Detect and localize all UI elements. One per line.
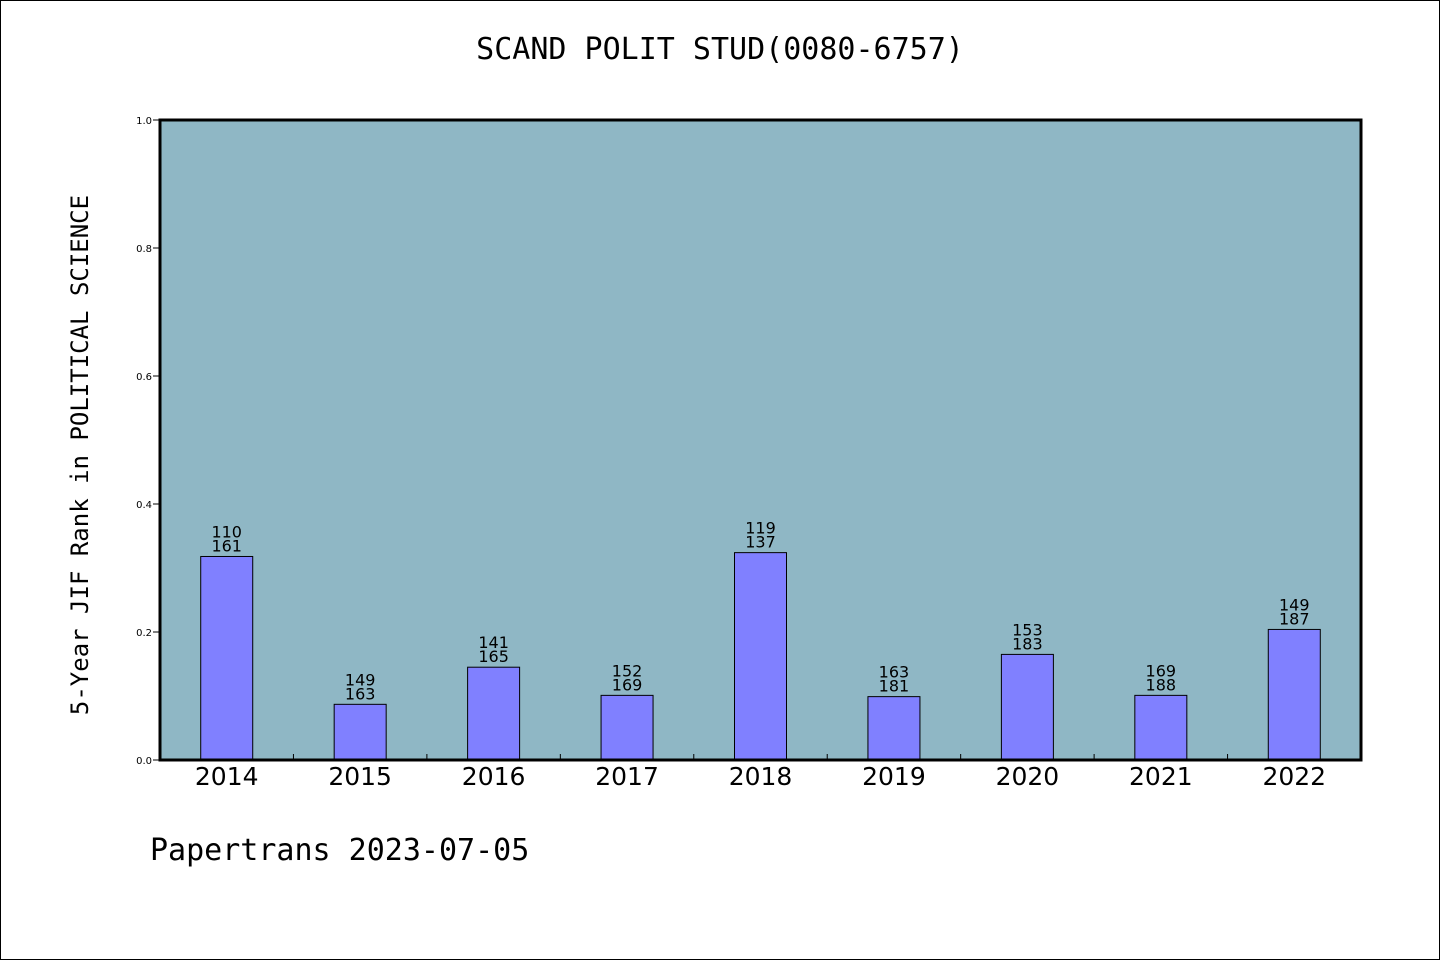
bar-label-top: 149	[1279, 595, 1310, 614]
x-tick-label: 2021	[1129, 762, 1193, 791]
bar-label-top: 149	[345, 670, 376, 689]
bar-2021	[1134, 694, 1188, 761]
bar-2016	[467, 666, 521, 761]
bar-label-bottom: 183	[1012, 634, 1043, 653]
y-tick-label: 0.2	[136, 628, 152, 639]
bar-2019	[867, 696, 921, 761]
bar-label-bottom: 137	[745, 533, 776, 552]
bar-2015	[333, 703, 387, 761]
x-ticks-group: 2014 2015 2016 2017 2018 2019 2020 2021 2022	[195, 754, 1326, 791]
y-ticks-group: 0.0 0.2 0.4 0.6 0.8 1.0	[136, 116, 160, 767]
x-tick-label: 2016	[462, 762, 526, 791]
x-tick-label: 2017	[595, 762, 659, 791]
plot-border	[158, 118, 1363, 762]
bar-2022	[1267, 628, 1321, 761]
y-tick-label: 0.0	[136, 756, 152, 767]
x-tick-label: 2020	[996, 762, 1060, 791]
bar-label-top: 141	[478, 633, 509, 652]
y-tick-label: 1.0	[136, 116, 152, 127]
bar-label-bottom: 188	[1146, 675, 1177, 694]
y-tick-label: 0.4	[136, 500, 152, 511]
bar-2014	[200, 555, 254, 761]
x-tick-label: 2022	[1262, 762, 1326, 791]
bar-2020	[1000, 653, 1054, 761]
bar-label-bottom: 187	[1279, 609, 1310, 628]
bar-label-top: 153	[1012, 620, 1043, 639]
bar-label-bottom: 169	[612, 675, 643, 694]
bar-label-bottom: 165	[478, 647, 509, 666]
bar-2017	[600, 694, 654, 761]
bar-label-top: 152	[612, 661, 643, 680]
y-tick-label: 0.6	[136, 372, 152, 383]
chart-title: SCAND POLIT STUD(0080-6757)	[476, 32, 964, 67]
x-tick-label: 2015	[328, 762, 392, 791]
x-tick-label: 2018	[729, 762, 793, 791]
x-tick-label: 2014	[195, 762, 259, 791]
y-tick-label: 0.8	[136, 244, 152, 255]
bar-label-top: 119	[745, 519, 776, 538]
x-tick-label: 2019	[862, 762, 926, 791]
bar-label-top: 169	[1146, 661, 1177, 680]
bar-2018	[734, 552, 787, 761]
bar-label-bottom: 181	[879, 677, 910, 696]
bar-label-bottom: 161	[211, 536, 242, 555]
bar-label-top: 163	[879, 663, 910, 682]
bar-label-bottom: 163	[345, 684, 376, 703]
footer-text: Papertrans 2023-07-05	[150, 833, 530, 868]
bar-label-top: 110	[211, 522, 242, 541]
bars-group: 1101611491631411651521691191371631811531…	[200, 519, 1321, 761]
